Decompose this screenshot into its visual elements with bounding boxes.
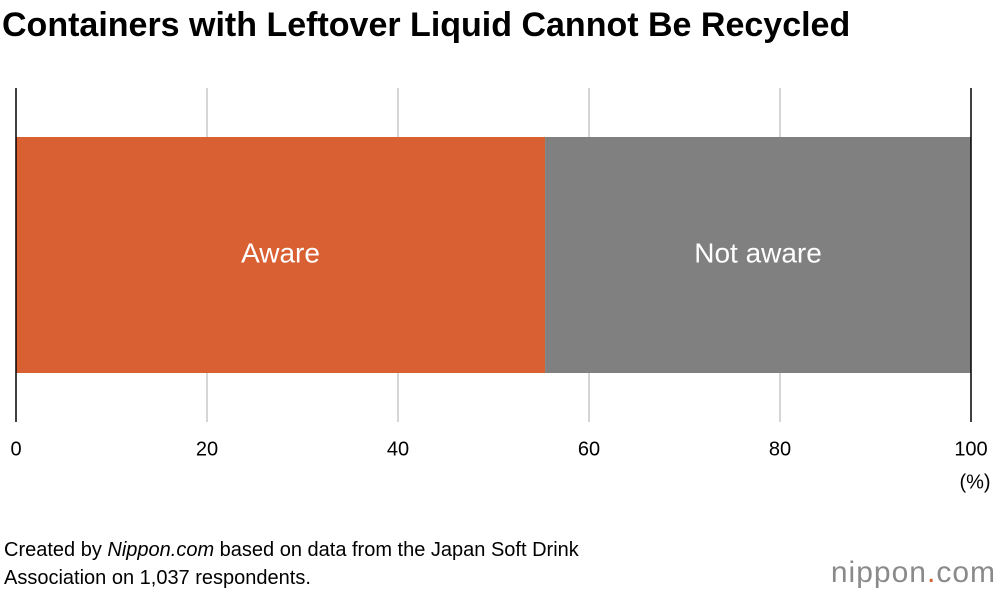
source-text: Created by bbox=[4, 539, 108, 561]
chart-title: Containers with Leftover Liquid Cannot B… bbox=[2, 6, 850, 44]
chart: Containers with Leftover Liquid Cannot B… bbox=[2, 6, 991, 493]
logo: nippon.com bbox=[831, 556, 996, 590]
source: Created by Nippon.com based on data from… bbox=[4, 536, 579, 592]
x-tick-label: 60 bbox=[578, 438, 600, 460]
bar-segment bbox=[16, 137, 546, 373]
x-unit: (%) bbox=[959, 471, 990, 493]
source-text: Association on 1,037 respondents. bbox=[4, 567, 311, 589]
x-tick-label: 80 bbox=[769, 438, 791, 460]
x-tick-label: 20 bbox=[196, 438, 218, 460]
bar-segment bbox=[545, 137, 971, 373]
segment-label: Not aware bbox=[694, 237, 822, 268]
logo-text: com bbox=[936, 556, 996, 589]
segment-label: Aware bbox=[241, 237, 320, 268]
source-text: based on data from the Japan Soft Drink bbox=[214, 539, 579, 561]
logo-text: nippon bbox=[830, 556, 927, 589]
x-tick-label: 100 bbox=[954, 438, 987, 460]
source-site: Nippon.com bbox=[107, 539, 215, 561]
x-tick-label: 0 bbox=[10, 438, 21, 460]
logo-dot: . bbox=[926, 556, 937, 589]
x-tick-label: 40 bbox=[387, 438, 409, 460]
